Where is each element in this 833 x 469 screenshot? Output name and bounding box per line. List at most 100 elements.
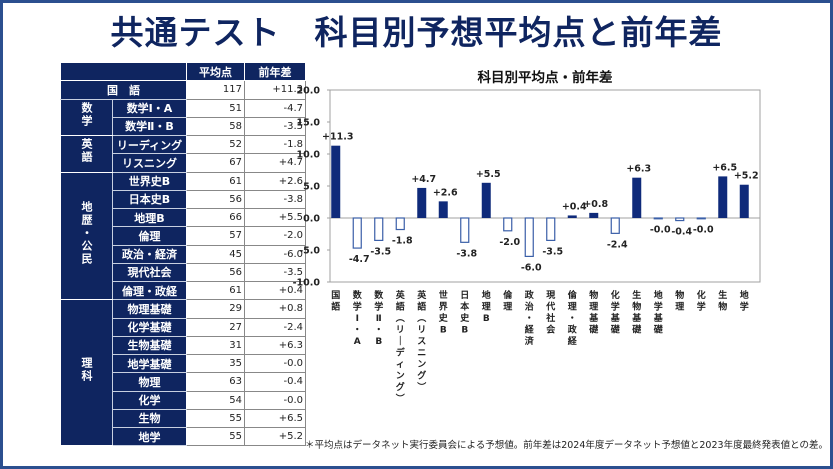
x-category-label: 倫理 — [503, 289, 513, 313]
table-body: 国 語 117 +11.3 数学 数学Ⅰ・A 51 -4.7 数学Ⅱ・B 58 -3.5 英語 リーデ… — [60, 80, 306, 447]
group-label: 英語 — [80, 138, 93, 165]
page-title: 共通テスト 科目別予想平均点と前年差 — [110, 13, 723, 52]
bar — [503, 217, 513, 232]
diff-cell: +2.6 — [244, 171, 306, 191]
diff-cell: +11.3 — [244, 80, 306, 100]
subject-cell: 生物基礎 — [112, 335, 187, 356]
x-category-label: 化学 — [697, 289, 706, 313]
group-label-cell: 理科 — [60, 299, 113, 447]
average-cell: 55 — [186, 408, 245, 429]
data-label: -0.0 — [693, 224, 714, 235]
data-label: +5.5 — [476, 169, 501, 180]
diff-cell: +6.3 — [244, 335, 306, 356]
bar — [653, 217, 663, 220]
group-label-cell: 英語 — [60, 135, 113, 173]
subject-cell: 物理基礎 — [112, 299, 187, 319]
bar — [589, 212, 599, 218]
diff-cell: -0.0 — [244, 390, 306, 410]
group-label: 地歴・公民 — [80, 200, 93, 266]
subject-cell: 数学Ⅱ・B — [112, 116, 187, 137]
data-label: +6.3 — [626, 164, 651, 175]
data-label: -2.4 — [607, 239, 628, 250]
bar — [395, 217, 405, 231]
table-row: 化学基礎 27 -2.4 — [61, 317, 306, 337]
diff-cell: +6.5 — [244, 408, 306, 429]
diff-cell: -3.8 — [244, 189, 306, 210]
subject-cell: 化学基礎 — [112, 317, 187, 337]
y-tick-label: -5.0 — [299, 246, 320, 257]
group-label: 数学 — [80, 101, 93, 128]
average-cell: 27 — [186, 317, 245, 337]
bar — [460, 217, 470, 243]
data-label: -0.0 — [650, 224, 671, 235]
table-row: 理科 物理基礎 29 +0.8 — [60, 299, 306, 447]
y-tick-label: 15.0 — [297, 118, 321, 129]
average-cell: 45 — [186, 244, 245, 264]
group-label-cell: 地歴・公民 — [60, 171, 113, 301]
subject-cell: 政治・経済 — [112, 244, 187, 264]
subject-cell: 化学 — [112, 390, 187, 410]
x-category-label: 国語 — [331, 290, 340, 313]
footnote: ＊平均点はデータネット実行委員会による予想値。前年差は2024年度データネット予… — [305, 440, 828, 451]
subject-cell: リーディング — [112, 134, 187, 155]
group-label: 理科 — [80, 357, 93, 384]
x-category-label: 政治・経済 — [525, 289, 535, 347]
bar — [417, 187, 427, 218]
diff-cell: -3.5 — [244, 262, 306, 283]
bar — [567, 215, 577, 218]
table-row: 化学 54 -0.0 — [61, 390, 306, 410]
bar — [632, 177, 642, 218]
bar — [481, 182, 491, 218]
average-cell: 57 — [186, 226, 245, 246]
bar — [331, 145, 341, 218]
y-tick-label: 5.0 — [303, 182, 320, 193]
diff-cell: +5.5 — [244, 207, 306, 228]
bar — [675, 217, 685, 222]
subject-cell: 地学 — [112, 426, 187, 447]
data-label: -0.4 — [671, 227, 692, 238]
subject-cell: 日本史B — [112, 189, 187, 210]
x-category-label: 世界史 B — [439, 289, 449, 336]
x-category-label: 日本史 B — [460, 290, 470, 336]
bar — [374, 217, 384, 241]
table-row: 倫理・政経 61 +0.4 — [61, 280, 306, 301]
subject-cell: 数学Ⅰ・A — [112, 98, 187, 118]
x-category-label: 現代社会 — [545, 290, 556, 336]
table-row: 地学 55 +5.2 — [61, 426, 306, 447]
y-tick-label: 20.0 — [297, 86, 321, 97]
table-row: 地歴・公民 世界史B 61 +2.6 — [60, 171, 306, 301]
diff-cell: -4.7 — [244, 98, 306, 118]
table-row: 地学基礎 35 -0.0 — [61, 353, 306, 374]
y-tick-label: 0.0 — [303, 214, 320, 225]
group-label-cell: 数学 — [60, 98, 113, 136]
x-category-label: 地理 B — [482, 289, 491, 324]
subject-cell: 生物 — [112, 408, 187, 429]
bar — [718, 176, 728, 218]
x-category-label: 英語︵リスニング︶ — [416, 289, 427, 393]
data-label: +4.7 — [411, 174, 436, 185]
bar — [696, 217, 706, 220]
bar — [546, 217, 556, 241]
diff-cell: +5.2 — [244, 426, 306, 447]
table-row: 英語 リーディング 52 -1.8 — [60, 134, 306, 173]
bar — [524, 217, 534, 258]
score-table: 平均点 前年差 国 語 117 +11.3 数学 数学Ⅰ・A 51 -4.7 数学Ⅱ・B 58-… — [60, 61, 306, 447]
y-tick-label: 10.0 — [297, 150, 321, 161]
data-label: -1.8 — [392, 236, 413, 247]
data-label: +5.2 — [734, 171, 759, 182]
data-label: +2.6 — [433, 187, 458, 198]
x-category-label: 生物基礎 — [631, 289, 642, 336]
average-cell: 55 — [186, 426, 245, 447]
x-category-label: 数学 Ⅱ ・ B — [374, 289, 384, 347]
data-label: +11.3 — [322, 132, 353, 143]
table-row: 倫理 57 -2.0 — [61, 226, 306, 246]
x-category-label: 英語︵リ｜ディング︶ — [395, 289, 406, 405]
x-category-label: 物理 — [675, 289, 684, 313]
chart-title: 科目別平均点・前年差 — [477, 70, 613, 86]
table-header-row: 平均点 前年差 — [60, 61, 306, 82]
table-row: 数学Ⅱ・B 58 -3.5 — [61, 116, 306, 137]
table-row: 生物 55 +6.5 — [61, 408, 306, 429]
diff-cell: +0.4 — [244, 280, 306, 301]
subject-cell: 物理 — [112, 372, 187, 392]
